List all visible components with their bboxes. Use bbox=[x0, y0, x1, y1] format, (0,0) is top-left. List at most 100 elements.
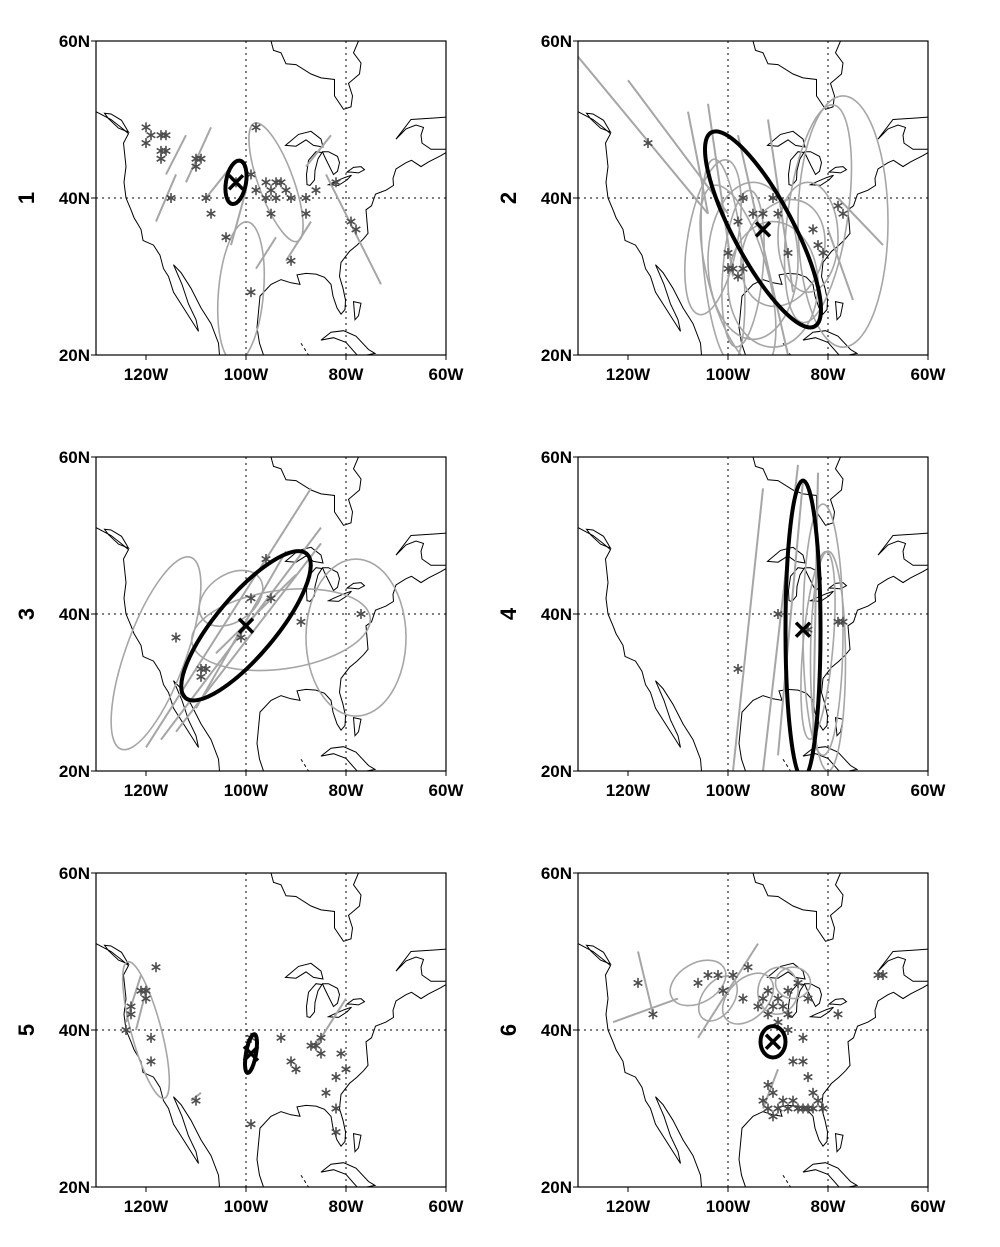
map-panel-1: 120W 100W 80W 60W 20N 40N 60N 1 bbox=[14, 32, 464, 384]
station-asterisk bbox=[803, 1072, 813, 1083]
member-ellipse bbox=[305, 558, 407, 717]
panel-number-label: 1 bbox=[14, 192, 39, 204]
hudson-bay-coast bbox=[752, 41, 844, 110]
y-tick-label: 40N bbox=[59, 189, 90, 208]
station-asterisk bbox=[191, 161, 201, 172]
x-tick-label: 100W bbox=[224, 1197, 269, 1216]
station-asterisk bbox=[191, 1095, 201, 1106]
bahamas-coast bbox=[834, 1132, 844, 1153]
station-asterisk bbox=[331, 177, 341, 188]
station-asterisk bbox=[141, 138, 151, 149]
station-asterisk bbox=[633, 977, 643, 988]
member-track-line bbox=[697, 943, 759, 1039]
hispaniola-coast bbox=[854, 770, 864, 771]
y-tick-label: 60N bbox=[541, 864, 572, 883]
x-tick-label: 120W bbox=[124, 365, 169, 384]
centroid-cross bbox=[227, 174, 245, 191]
centroid-cross bbox=[764, 1033, 782, 1051]
great-lake-outline bbox=[321, 567, 341, 592]
x-tick-label: 120W bbox=[606, 781, 651, 800]
station-asterisk bbox=[878, 970, 888, 981]
y-tick-label: 40N bbox=[59, 605, 90, 624]
great-lake-outline bbox=[827, 998, 848, 1006]
station-asterisk bbox=[778, 1095, 788, 1106]
y-tick-label: 20N bbox=[541, 1178, 572, 1197]
panel-number-label: 3 bbox=[14, 608, 39, 620]
y-tick-label: 20N bbox=[59, 762, 90, 781]
panel-number-label: 5 bbox=[14, 1024, 39, 1036]
y-tick-label: 20N bbox=[541, 762, 572, 781]
coastline bbox=[96, 111, 446, 355]
coastline bbox=[578, 527, 928, 771]
station-asterisk bbox=[271, 193, 281, 203]
station-asterisk bbox=[316, 1032, 326, 1043]
station-asterisk bbox=[141, 122, 151, 133]
centroid-ellipse bbox=[223, 158, 249, 207]
station-asterisk bbox=[748, 208, 758, 219]
station-asterisk bbox=[346, 216, 356, 227]
y-tick-label: 60N bbox=[59, 864, 90, 883]
member-track-line bbox=[255, 236, 277, 270]
map-plot-area bbox=[96, 41, 446, 355]
great-lake-outline bbox=[305, 983, 323, 1018]
great-lake-outline bbox=[787, 151, 805, 186]
station-asterisk bbox=[281, 185, 291, 196]
member-track-line bbox=[185, 126, 212, 183]
map-plot-area bbox=[578, 41, 928, 355]
newfoundland-coast bbox=[931, 939, 965, 978]
station-asterisk bbox=[813, 240, 823, 251]
y-tick-label: 20N bbox=[59, 346, 90, 365]
hudson-bay-coast bbox=[752, 873, 844, 942]
newfoundland-coast bbox=[931, 523, 965, 562]
station-asterisk bbox=[758, 993, 768, 1004]
member-track-line bbox=[612, 997, 679, 1024]
station-asterisk bbox=[773, 208, 783, 219]
station-asterisk bbox=[316, 1048, 326, 1059]
member-ellipse bbox=[669, 959, 727, 1007]
y-tick-label: 20N bbox=[541, 346, 572, 365]
member-track-line bbox=[305, 134, 332, 168]
station-asterisk bbox=[286, 1056, 296, 1067]
station-asterisk bbox=[808, 224, 818, 235]
map-plot-area bbox=[96, 873, 483, 1187]
station-asterisk bbox=[251, 122, 261, 133]
station-asterisk bbox=[738, 993, 748, 1004]
station-asterisk bbox=[236, 632, 246, 643]
x-tick-label: 80W bbox=[811, 781, 847, 800]
station-asterisk bbox=[703, 970, 713, 981]
member-track-line bbox=[812, 472, 819, 740]
y-tick-label: 40N bbox=[541, 189, 572, 208]
yucatan-border bbox=[300, 758, 309, 771]
member-track-line bbox=[687, 111, 709, 214]
hispaniola-coast bbox=[854, 354, 864, 355]
station-asterisk bbox=[331, 1103, 341, 1114]
member-ellipse bbox=[721, 972, 775, 1025]
y-tick-label: 60N bbox=[541, 448, 572, 467]
station-asterisk bbox=[311, 185, 321, 196]
bahamas-coast bbox=[834, 716, 844, 737]
station-asterisk bbox=[341, 1064, 351, 1075]
centroid-ellipse bbox=[179, 549, 313, 703]
station-asterisk bbox=[286, 255, 296, 266]
station-asterisk bbox=[156, 130, 166, 141]
station-asterisk bbox=[768, 1111, 778, 1122]
great-lake-outline bbox=[766, 962, 806, 980]
great-lake-outline bbox=[808, 174, 834, 186]
station-asterisk bbox=[171, 632, 181, 643]
y-tick-label: 40N bbox=[59, 1021, 90, 1040]
member-ellipse bbox=[190, 588, 372, 672]
newfoundland-coast bbox=[449, 939, 483, 978]
station-asterisk bbox=[261, 554, 271, 565]
station-asterisk bbox=[266, 185, 276, 196]
station-asterisk bbox=[201, 663, 211, 674]
x-tick-label: 60W bbox=[429, 781, 465, 800]
station-asterisk bbox=[121, 1025, 131, 1035]
cuba-coast bbox=[802, 1162, 859, 1187]
x-tick-label: 80W bbox=[811, 1197, 847, 1216]
station-asterisk bbox=[773, 609, 783, 619]
member-ellipse bbox=[216, 220, 266, 355]
great-lake-outline bbox=[803, 983, 823, 1008]
station-asterisk bbox=[246, 593, 256, 604]
station-asterisk bbox=[753, 1001, 763, 1012]
centroid-ellipse bbox=[758, 1024, 788, 1060]
